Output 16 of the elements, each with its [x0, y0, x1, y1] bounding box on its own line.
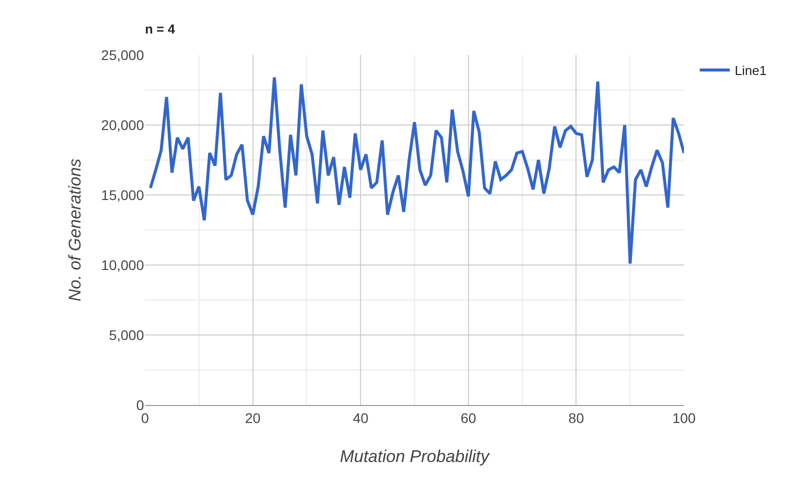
y-tick-label: 10,000 [101, 256, 144, 273]
y-tick-label: 25,000 [101, 46, 144, 63]
chart-title: n = 4 [145, 21, 176, 36]
y-tick-label: 15,000 [101, 186, 144, 203]
y-tick-label: 20,000 [101, 116, 144, 133]
y-axis-title: No. of Generations [66, 158, 85, 302]
y-tick-label: 5,000 [108, 326, 144, 343]
line-series [148, 76, 684, 266]
x-axis-title: Mutation Probability [340, 447, 491, 466]
legend-label: Line1 [734, 63, 767, 78]
x-tick-label: 60 [460, 410, 476, 426]
y-tick-label: 0 [136, 396, 144, 413]
x-tick-label: 80 [568, 410, 584, 426]
x-tick-label: 40 [352, 410, 369, 426]
x-tick-label: 20 [245, 410, 261, 426]
x-tick-label: 100 [672, 410, 696, 426]
